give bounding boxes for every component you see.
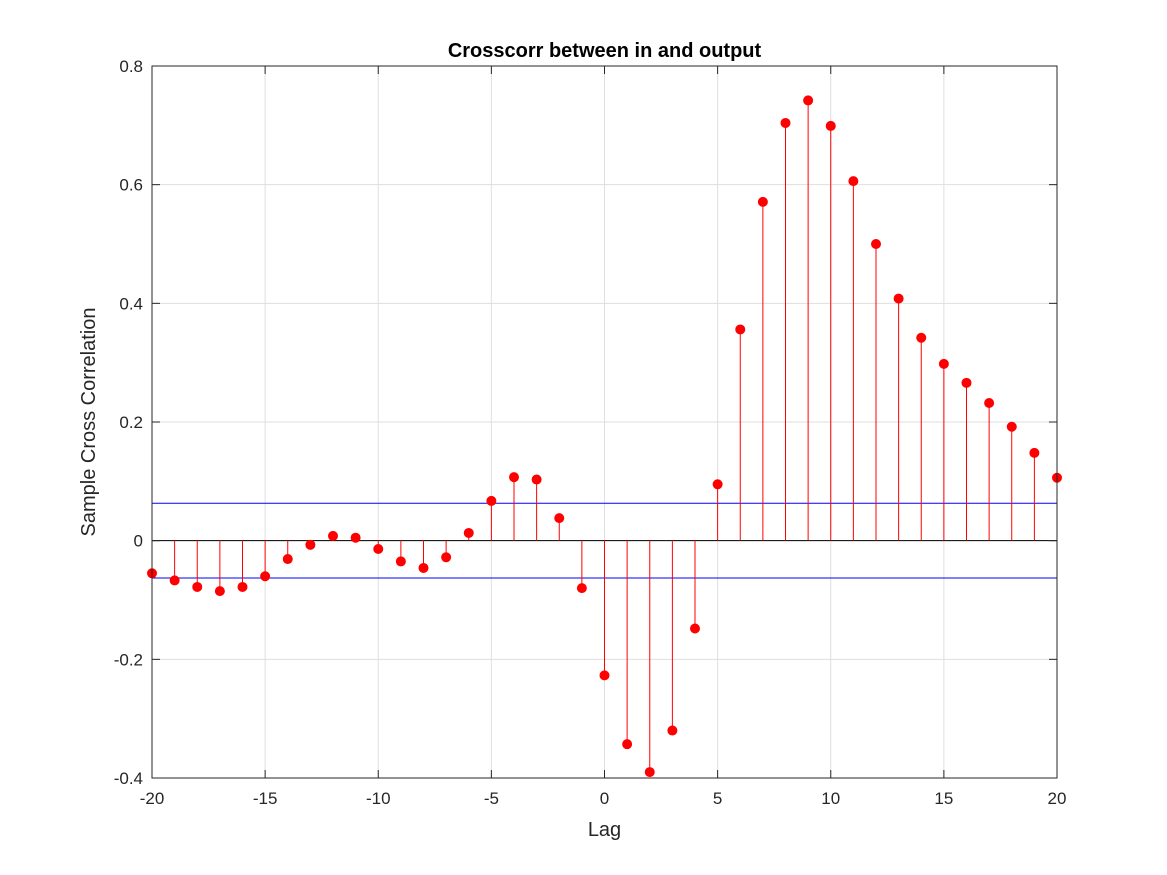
stem-marker: [441, 552, 452, 563]
stem-marker: [1006, 421, 1017, 432]
ticks: [151, 65, 1058, 779]
y-tick-label: 0: [134, 532, 143, 551]
stem-marker: [916, 332, 927, 343]
stem-marker: [509, 472, 519, 483]
x-tick-label: -10: [366, 789, 391, 808]
stem-marker: [825, 120, 836, 131]
stem-marker: [282, 554, 293, 565]
stem-marker: [373, 543, 384, 554]
y-tick-label: 0.8: [119, 57, 143, 76]
stem-marker: [486, 495, 497, 506]
y-tick-label: -0.4: [114, 769, 143, 788]
stem-marker: [169, 575, 180, 586]
stem-marker: [214, 586, 225, 597]
x-tick-label: 5: [713, 789, 722, 808]
stem-marker: [712, 479, 723, 490]
stem-marker: [667, 725, 678, 736]
stem-marker: [1029, 447, 1040, 458]
y-tick-label: -0.2: [114, 650, 143, 669]
y-tick-labels: -0.4 -0.2 0 0.2 0.4 0.6 0.8: [114, 57, 143, 788]
stem-marker: [350, 532, 361, 543]
x-tick-label: 20: [1048, 789, 1067, 808]
y-tick-label: 0.6: [119, 176, 143, 195]
stems: [147, 95, 1062, 778]
chart-title: Crosscorr between in and output: [448, 40, 762, 62]
stem-marker: [848, 176, 859, 187]
stem-marker: [961, 377, 972, 388]
x-tick-label: 0: [600, 789, 609, 808]
x-tick-label: 10: [821, 789, 840, 808]
x-axis-label: Lag: [588, 819, 621, 841]
stem-marker: [871, 239, 881, 249]
stem-marker: [938, 358, 949, 369]
stem-marker: [554, 513, 565, 524]
x-tick-label: -20: [140, 789, 165, 808]
stem-marker: [984, 398, 995, 409]
x-tick-label: 15: [934, 789, 953, 808]
y-tick-label: 0.4: [119, 294, 143, 313]
stem-marker: [780, 117, 791, 128]
stem-marker: [192, 581, 203, 592]
stem-marker: [463, 527, 474, 538]
stem-marker: [757, 196, 768, 207]
x-tick-label: -15: [253, 789, 278, 808]
stem-marker: [395, 556, 406, 567]
stem-marker: [576, 583, 587, 594]
y-tick-label: 0.2: [119, 413, 143, 432]
stem-marker: [735, 324, 746, 335]
stem-marker: [418, 562, 429, 573]
stem-marker: [690, 623, 700, 634]
stem-marker: [237, 581, 248, 592]
stem-marker: [328, 530, 338, 541]
stem-marker: [803, 95, 814, 106]
stem-marker: [644, 767, 655, 778]
stem-marker: [260, 571, 271, 582]
x-tick-labels: -20 -15 -10 -5 0 5 10 15 20: [140, 789, 1067, 808]
stem-marker: [622, 739, 633, 750]
y-axis-label: Sample Cross Correlation: [78, 308, 100, 537]
stem-marker: [599, 670, 610, 681]
stem-marker: [305, 539, 316, 550]
stem-marker: [531, 474, 542, 485]
x-tick-label: -5: [484, 789, 499, 808]
stem-marker: [893, 293, 904, 304]
